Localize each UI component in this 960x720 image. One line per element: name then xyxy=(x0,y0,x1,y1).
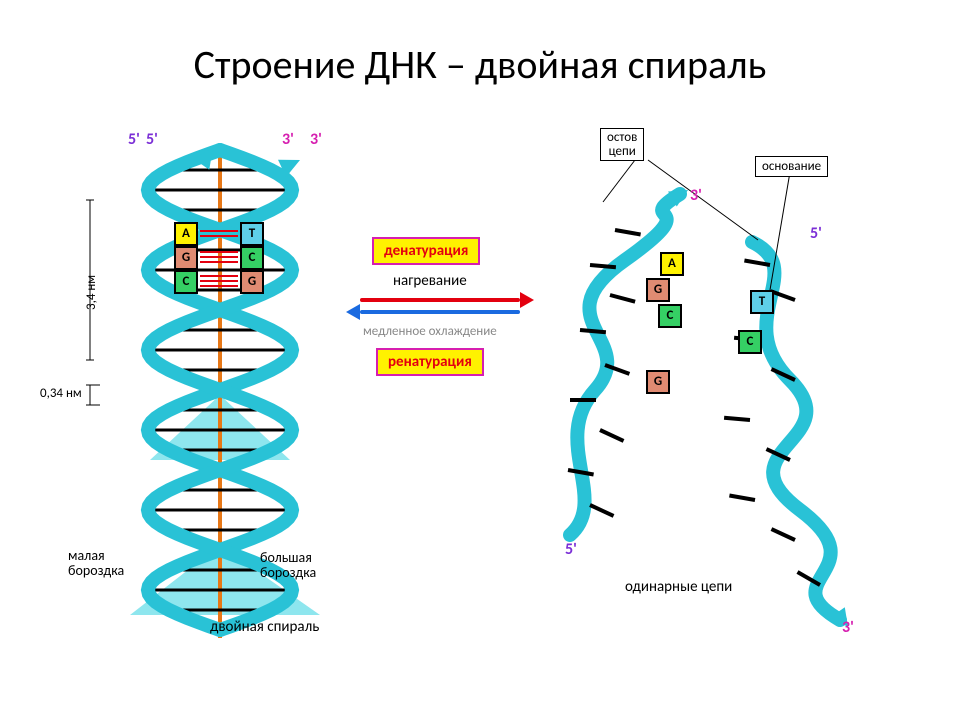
h-bond xyxy=(200,230,238,232)
minor-groove: малаябороздка xyxy=(68,548,124,579)
base-C: C xyxy=(240,246,264,270)
h-bond xyxy=(200,261,238,263)
base-C: C xyxy=(738,330,762,354)
single-chains-label: одинарные цепи xyxy=(625,578,732,596)
dna-diagram: 5' 3' 5' 3' 3,4 нм 0,34 нм ATGCCG малаяб… xyxy=(70,130,890,670)
base-A: A xyxy=(660,252,684,276)
diagram-svg xyxy=(70,130,890,670)
heat-arrow xyxy=(360,298,520,302)
base-G: G xyxy=(646,278,670,302)
h-bond xyxy=(200,251,238,253)
denaturation-label: денатурация xyxy=(372,237,480,265)
cooling-label: медленное охлаждение xyxy=(363,324,497,339)
cool-arrow-head xyxy=(346,304,360,320)
base-T: T xyxy=(240,222,264,246)
base-A: A xyxy=(174,222,198,246)
right-b-5: 5' xyxy=(810,224,822,243)
base-G: G xyxy=(174,246,198,270)
renaturation-label: ренатурация xyxy=(376,348,484,376)
h-bond xyxy=(200,285,238,287)
base-G: G xyxy=(646,370,670,394)
base-T: T xyxy=(750,290,774,314)
heat-arrow-head xyxy=(520,292,534,308)
base-C: C xyxy=(174,270,198,294)
right-a-5: 5' xyxy=(565,540,577,559)
heating-label: нагревание xyxy=(393,272,467,290)
right-b-3: 3' xyxy=(842,618,854,637)
cool-arrow xyxy=(360,310,520,314)
h-bond xyxy=(200,235,238,237)
major-groove: большаябороздка xyxy=(260,550,316,581)
base-C: C xyxy=(658,304,682,328)
right-a-3: 3' xyxy=(690,186,702,205)
base-callout: основание xyxy=(755,156,828,177)
page-title: Строение ДНК – двойная спираль xyxy=(0,40,960,89)
end-5-bot-left: 5' xyxy=(128,130,140,149)
end-5-top-left: 5' xyxy=(146,130,158,149)
end-3-bot-right: 3' xyxy=(310,130,322,149)
h-bond xyxy=(200,280,238,282)
double-helix-label: двойная спираль xyxy=(210,618,319,636)
measure-bp: 0,34 нм xyxy=(40,386,82,401)
h-bond xyxy=(200,256,238,258)
backbone-callout: остовцепи xyxy=(600,128,644,161)
h-bond xyxy=(200,275,238,277)
end-3-top-right: 3' xyxy=(282,130,294,149)
base-G: G xyxy=(240,270,264,294)
measure-turn: 3,4 нм xyxy=(84,275,99,310)
